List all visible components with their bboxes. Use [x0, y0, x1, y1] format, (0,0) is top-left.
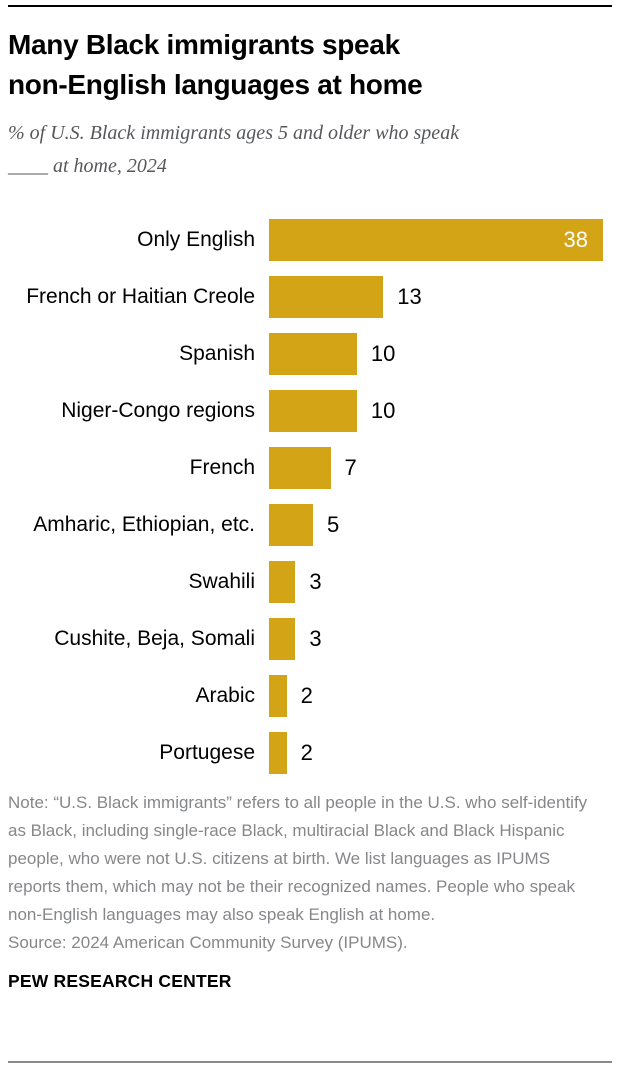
chart-row: French 7	[8, 447, 612, 489]
page-title: Many Black immigrants speak non-English …	[8, 25, 612, 105]
bar-track: 3	[269, 561, 603, 603]
chart-subtitle: % of U.S. Black immigrants ages 5 and ol…	[8, 117, 612, 183]
page-title-line-1: Many Black immigrants speak	[8, 29, 400, 60]
category-label: Only English	[137, 228, 255, 251]
footnote: Note: “U.S. Black immigrants” refers to …	[8, 789, 594, 957]
chart-row: Only English 38	[8, 219, 612, 261]
category-label: French or Haitian Creole	[26, 285, 255, 308]
value-label: 5	[326, 512, 340, 537]
bar-track: 13	[269, 276, 603, 318]
bar-track: 3	[269, 618, 603, 660]
value-label: 2	[300, 740, 313, 765]
chart-row: Spanish 10	[8, 333, 612, 375]
chart-card: Many Black immigrants speak non-English …	[0, 5, 620, 1069]
bar	[269, 675, 287, 717]
bar	[269, 333, 357, 375]
chart-row: Swahili 3	[8, 561, 612, 603]
category-label: Portugese	[159, 741, 255, 764]
value-label: 7	[344, 455, 357, 480]
category-label: Swahili	[188, 570, 255, 593]
chart-row: Portugese 2	[8, 732, 612, 774]
category-label: French	[189, 456, 255, 479]
chart-row: Amharic, Ethiopian, etc. 5	[8, 504, 612, 546]
category-label: Arabic	[195, 684, 255, 707]
chart-subtitle-line-2: ____ at home, 2024	[8, 155, 167, 177]
value-label: 10	[370, 341, 396, 366]
top-divider	[8, 5, 612, 7]
value-label: 10	[370, 398, 396, 423]
page-title-line-2: non-English languages at home	[8, 69, 423, 100]
value-label: 3	[309, 626, 322, 651]
chart-subtitle-line-1: % of U.S. Black immigrants ages 5 and ol…	[8, 122, 460, 144]
value-label: 2	[300, 683, 313, 708]
note-text: Note: “U.S. Black immigrants” refers to …	[8, 793, 588, 924]
bar-track: 2	[269, 675, 603, 717]
value-label: 38	[563, 227, 588, 252]
bar	[269, 276, 384, 318]
chart-row: Cushite, Beja, Somali 3	[8, 618, 612, 660]
bar-track: 7	[269, 447, 603, 489]
bar	[269, 618, 296, 660]
category-label: Amharic, Ethiopian, etc.	[33, 513, 255, 536]
bar	[269, 561, 296, 603]
chart-row: French or Haitian Creole 13	[8, 276, 612, 318]
bar-track: 10	[269, 333, 603, 375]
bar-track: 2	[269, 732, 603, 774]
chart-row: Niger-Congo regions 10	[8, 390, 612, 432]
pew-research-center-logo-text: PEW RESEARCH CENTER	[8, 971, 232, 991]
bar	[269, 390, 357, 432]
value-label: 3	[309, 569, 322, 594]
source-text: Source: 2024 American Community Survey (…	[8, 933, 408, 952]
bar	[269, 447, 331, 489]
bar	[269, 504, 313, 546]
category-label: Niger-Congo regions	[61, 399, 255, 422]
bar-track: 5	[269, 504, 603, 546]
bar-track: 10	[269, 390, 603, 432]
bar-track: 38	[269, 219, 603, 261]
chart-row: Arabic 2	[8, 675, 612, 717]
bar	[269, 732, 287, 774]
category-label: Spanish	[179, 342, 255, 365]
bar: 38	[269, 219, 603, 261]
bar-chart: Only English 38 French or Haitian Creole 13…	[8, 219, 612, 774]
category-label: Cushite, Beja, Somali	[54, 627, 255, 650]
value-label: 13	[397, 284, 422, 309]
bottom-divider	[8, 1061, 612, 1063]
